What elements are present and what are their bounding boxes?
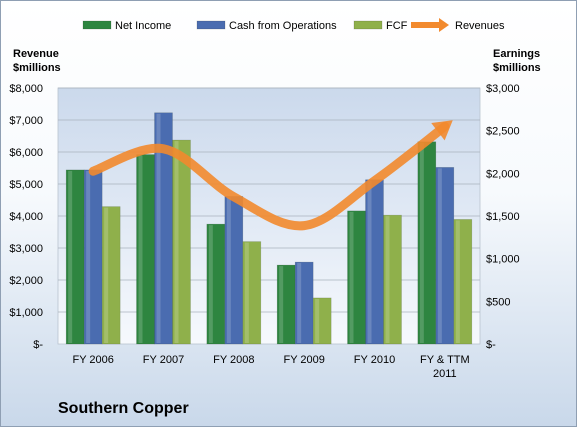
category-label: FY 2008: [213, 354, 254, 366]
right-axis-title: Earnings: [493, 48, 540, 60]
left-tick-label: $6,000: [9, 147, 43, 159]
legend-label: FCF: [386, 20, 408, 32]
right-tick-label: $2,500: [486, 126, 520, 138]
left-axis-title: Revenue: [13, 48, 59, 60]
legend-item: Cash from Operations: [196, 20, 337, 32]
legend-label: Revenues: [455, 20, 505, 32]
legend-item: FCF: [353, 20, 408, 32]
category-label: FY 2010: [354, 354, 395, 366]
bar: [312, 297, 332, 345]
right-tick-label: $1,500: [486, 211, 520, 223]
bar: [242, 241, 262, 345]
legend-swatch: [196, 20, 226, 30]
legend-item: Revenues: [411, 18, 505, 32]
bar: [172, 139, 191, 345]
bar-highlight: [367, 180, 372, 343]
left-tick-label: $-: [33, 339, 43, 351]
bar-highlight: [455, 220, 460, 343]
bar-highlight: [104, 207, 109, 343]
bar-highlight: [68, 170, 73, 343]
revenues-line: [88, 121, 450, 231]
bar-highlight: [419, 142, 424, 343]
legend-arrow-head: [439, 18, 449, 32]
left-axis-title: $millions: [13, 62, 61, 74]
left-tick-label: $4,000: [9, 211, 43, 223]
bar-highlight: [297, 263, 302, 343]
bar-highlight: [385, 216, 390, 343]
bar-highlight: [315, 298, 320, 343]
bar-highlight: [174, 141, 179, 343]
left-tick-label: $7,000: [9, 115, 43, 127]
bar: [453, 219, 473, 345]
right-tick-label: $-: [486, 339, 496, 351]
left-tick-label: $3,000: [9, 243, 43, 255]
legend-label: Cash from Operations: [229, 20, 337, 32]
left-tick-label: $1,000: [9, 307, 43, 319]
bar: [101, 206, 121, 345]
bar-highlight: [437, 168, 442, 343]
bar-highlight: [226, 197, 231, 343]
bar-highlight: [244, 242, 249, 343]
legend-swatch: [82, 20, 112, 30]
right-axis-title: $millions: [493, 62, 541, 74]
bar-highlight: [156, 113, 161, 343]
right-tick-label: $1,000: [486, 254, 520, 266]
right-tick-label: $3,000: [486, 83, 520, 95]
bar-highlight: [279, 266, 284, 343]
bar: [383, 214, 402, 345]
category-label: FY & TTM: [420, 354, 470, 366]
legend-swatch: [353, 20, 383, 30]
category-label: FY 2009: [283, 354, 324, 366]
bar-highlight: [349, 211, 354, 343]
category-label: 2011: [433, 368, 457, 380]
right-tick-label: $500: [486, 296, 510, 308]
category-label: FY 2006: [72, 354, 113, 366]
legend-item: Net Income: [82, 20, 171, 32]
legend-label: Net Income: [115, 20, 171, 32]
left-tick-label: $8,000: [9, 83, 43, 95]
category-label: FY 2007: [143, 354, 184, 366]
bar-highlight: [208, 225, 213, 343]
revenues-arrowhead: [431, 120, 453, 141]
bar-highlight: [86, 170, 91, 343]
left-tick-label: $2,000: [9, 275, 43, 287]
bar-highlight: [138, 155, 143, 343]
right-tick-label: $2,000: [486, 168, 520, 180]
left-tick-label: $5,000: [9, 179, 43, 191]
chart-title: Southern Copper: [58, 400, 189, 417]
